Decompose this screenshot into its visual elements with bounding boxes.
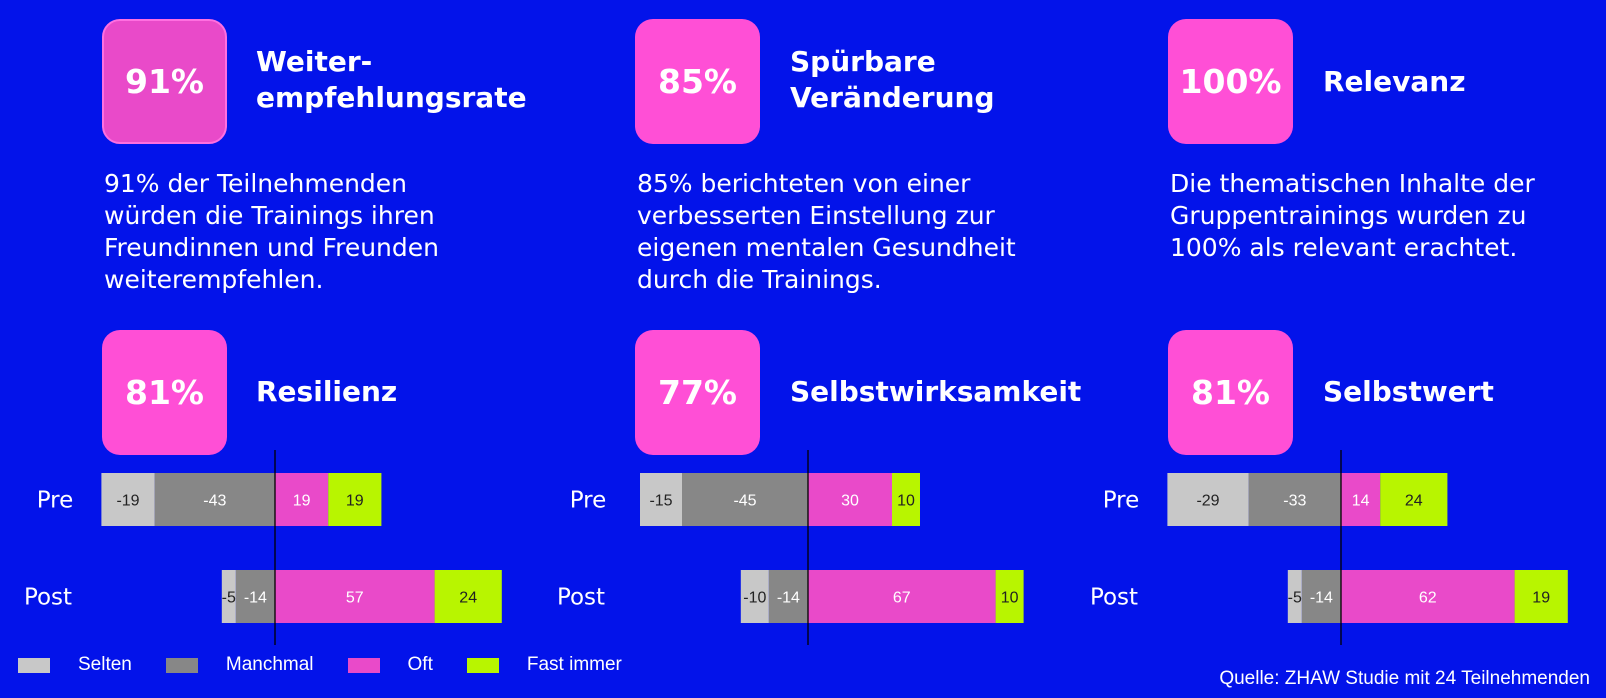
desc-line: Gruppentrainings wurden zu [1170,201,1527,230]
data-label: 67 [893,590,911,607]
legend-label: Fast immer [526,654,622,675]
stat-badge-resilienz: 81% [102,330,227,455]
desc-line: 91% der Teilnehmenden [104,169,408,198]
desc-line: Die thematischen Inhalte der [1170,169,1535,198]
bar-segment [221,570,236,623]
data-label: 57 [346,590,364,607]
bar-segment [101,473,155,526]
stat-title-resilienz: Resilienz [256,375,398,408]
stat-title-selbstwirksamkeit: Selbstwirksamkeit [790,375,1082,408]
data-label: 30 [841,493,859,510]
legend-item-selten: Selten [18,654,132,676]
bar-segment [1341,473,1381,526]
bar-segment [682,473,808,526]
desc-line: 85% berichteten von einer [637,169,971,198]
data-label: 24 [1405,493,1423,510]
bar-segment [995,570,1024,623]
legend-label: Oft [407,654,433,675]
data-label: -5 [222,590,236,607]
legend-label: Selten [78,654,132,675]
bar-segment [154,473,275,526]
bar-segment [1167,473,1249,526]
desc-line: 100% als relevant erachtet. [1170,233,1518,262]
desc-line: weiterempfehlen. [104,265,324,294]
data-label: -5 [1288,590,1302,607]
data-label: 10 [1001,590,1019,607]
data-label: 24 [459,590,477,607]
stat-title-veraenderung: Spürbare Veränderung [790,45,995,114]
desc-line: würden die Trainings ihren [104,201,435,230]
row-label-post: Post [557,585,605,611]
data-label: 19 [346,493,364,510]
desc-line: eigenen mentalen Gesundheit [637,233,1016,262]
stat-desc-relevanz: Die thematischen Inhalte der Gruppentrai… [1170,168,1600,264]
data-label: 62 [1419,590,1437,607]
data-label: -14 [777,590,800,607]
data-label: -14 [244,590,267,607]
data-label: -43 [203,493,226,510]
stat-title-selbstwert: Selbstwert [1323,375,1494,408]
legend-swatch [466,657,499,673]
row-label-post: Post [24,585,72,611]
bar-segment [892,473,920,526]
desc-line: verbesserten Einstellung zur [637,201,995,230]
row-label-pre: Pre [570,488,607,514]
bar-segment [1287,570,1302,623]
chart-legend: Selten Manchmal Oft Fast immer [18,654,656,676]
bar-segment [1380,473,1448,526]
bar-segment [768,570,808,623]
bar-segment [1341,570,1515,623]
data-label: -45 [733,493,756,510]
stat-desc-veraenderung: 85% berichteten von einer verbesserten E… [637,168,1067,296]
data-label: -14 [1310,590,1333,607]
data-label: 14 [1352,493,1370,510]
bar-segment [640,473,682,526]
bar-segment [808,473,892,526]
bar-segment [235,570,275,623]
desc-line: Freundinnen und Freunden [104,233,439,262]
bar-segment [1301,570,1341,623]
stat-title-relevanz: Relevanz [1323,65,1466,98]
data-label: -10 [743,590,766,607]
stat-badge-relevanz: 100% [1168,19,1293,144]
stat-desc-weiterempfehlung: 91% der Teilnehmenden würden die Trainin… [104,168,534,296]
stat-title-weiterempfehlung: Weiter- empfehlungsrate [256,45,527,114]
bar-segment [434,570,502,623]
data-label: 19 [293,493,311,510]
stat-badge-weiterempfehlung: 91% [102,19,227,144]
legend-swatch [165,657,198,673]
row-label-pre: Pre [1103,488,1140,514]
bar-segment [328,473,382,526]
desc-line: durch die Trainings. [637,265,882,294]
bar-segment [1514,570,1568,623]
data-label: 19 [1532,590,1550,607]
row-label-pre: Pre [37,488,74,514]
legend-item-manchmal: Manchmal [165,654,314,676]
bar-segment [275,570,435,623]
legend-item-oft: Oft [347,654,433,676]
source-note: Quelle: ZHAW Studie mit 24 Teilnehmenden [1219,668,1590,689]
bar-segment [740,570,769,623]
stat-badge-selbstwert: 81% [1168,330,1293,455]
row-label-post: Post [1090,585,1138,611]
legend-label: Manchmal [225,654,314,675]
data-label: 10 [897,493,915,510]
bar-segment [1248,473,1341,526]
stat-badge-veraenderung: 85% [635,19,760,144]
legend-item-fast-immer: Fast immer [466,654,622,676]
data-label: -33 [1283,493,1306,510]
legend-swatch [18,657,50,673]
legend-swatch [347,657,380,673]
bar-segment [808,570,996,623]
bar-segment [275,473,329,526]
data-label: -15 [649,493,672,510]
data-label: -19 [116,493,139,510]
stat-badge-selbstwirksamkeit: 77% [635,330,760,455]
data-label: -29 [1196,493,1219,510]
